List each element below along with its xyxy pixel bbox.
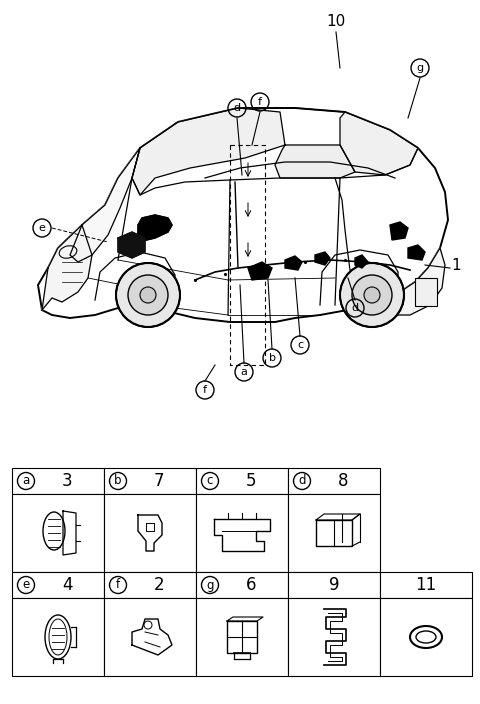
Bar	[196, 598, 288, 676]
Text: 2: 2	[154, 576, 165, 594]
Text: f: f	[116, 579, 120, 591]
Text: 1: 1	[451, 258, 461, 272]
Bar	[12, 468, 104, 494]
Bar	[104, 572, 196, 598]
Circle shape	[352, 275, 392, 315]
Text: c: c	[207, 474, 213, 487]
Bar	[12, 572, 104, 598]
Polygon shape	[285, 256, 302, 270]
Text: 7: 7	[154, 472, 165, 490]
Text: f: f	[258, 97, 262, 107]
Polygon shape	[38, 108, 448, 322]
Polygon shape	[248, 262, 272, 280]
Circle shape	[140, 287, 156, 303]
Bar	[12, 598, 104, 676]
Polygon shape	[138, 215, 172, 242]
Bar	[104, 468, 196, 494]
Text: 11: 11	[415, 576, 437, 594]
Bar	[12, 494, 104, 572]
Bar	[288, 572, 380, 598]
Polygon shape	[42, 225, 92, 310]
Polygon shape	[275, 145, 355, 178]
Text: 10: 10	[326, 15, 346, 30]
Bar	[196, 494, 288, 572]
Text: c: c	[297, 340, 303, 350]
Polygon shape	[70, 148, 140, 262]
Polygon shape	[375, 248, 445, 315]
Polygon shape	[408, 245, 425, 260]
Text: 8: 8	[338, 472, 348, 490]
Bar	[196, 572, 288, 598]
Bar	[196, 468, 288, 494]
Text: e: e	[23, 579, 30, 591]
Bar	[288, 598, 380, 676]
Text: b: b	[114, 474, 122, 487]
Polygon shape	[390, 222, 408, 240]
Circle shape	[364, 287, 380, 303]
Text: 3: 3	[62, 472, 72, 490]
Text: d: d	[298, 474, 306, 487]
Polygon shape	[355, 255, 368, 268]
Polygon shape	[118, 232, 145, 258]
Circle shape	[116, 263, 180, 327]
Text: 5: 5	[246, 472, 256, 490]
Text: g: g	[417, 63, 423, 73]
Text: 6: 6	[246, 576, 256, 594]
Text: g: g	[206, 579, 214, 591]
Bar	[288, 468, 380, 494]
Polygon shape	[132, 108, 285, 195]
Bar	[316, 520, 352, 546]
Text: b: b	[268, 353, 276, 363]
Bar	[288, 494, 380, 572]
Text: d: d	[233, 103, 240, 113]
Text: 9: 9	[329, 576, 339, 594]
Polygon shape	[340, 112, 418, 175]
Bar	[227, 621, 257, 653]
Circle shape	[340, 263, 404, 327]
Circle shape	[128, 275, 168, 315]
Text: f: f	[203, 385, 207, 395]
Text: d: d	[351, 303, 359, 313]
Polygon shape	[315, 252, 330, 265]
Bar	[104, 598, 196, 676]
Bar	[380, 572, 472, 598]
Bar	[380, 598, 472, 676]
Text: 4: 4	[62, 576, 72, 594]
Text: a: a	[240, 367, 247, 377]
Text: e: e	[38, 223, 46, 233]
Bar	[415, 278, 437, 306]
Bar	[104, 494, 196, 572]
Text: a: a	[23, 474, 30, 487]
